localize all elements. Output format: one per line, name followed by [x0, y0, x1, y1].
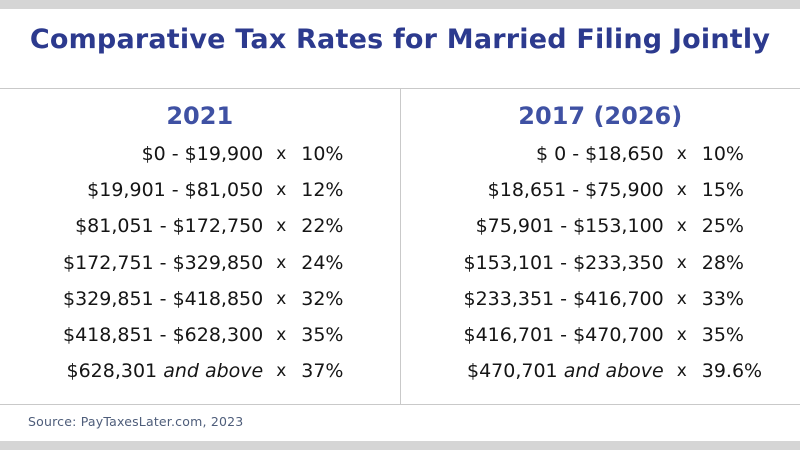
bracket-range: $75,901 - $153,100: [475, 215, 664, 238]
multiplier-sign: x: [276, 361, 287, 382]
bracket-range: $81,051 - $172,750: [75, 215, 264, 238]
multiplier-sign: x: [276, 252, 287, 273]
tax-rate: 24%: [301, 251, 344, 274]
bracket-range: $470,701 and above: [466, 360, 664, 383]
multiplier-sign: x: [676, 361, 687, 382]
column-2017-2026: 2017 (2026) $ 0 - $18,650 x 10% $18,651 - $…: [401, 89, 800, 404]
tax-rows-2017-2026: $ 0 - $18,650 x 10% $18,651 - $75,900 x 15% $7…: [401, 136, 800, 389]
bracket-range: $233,351 - $416,700: [463, 287, 664, 310]
tax-rate: 22%: [301, 215, 344, 238]
multiplier-sign: x: [276, 324, 287, 345]
multiplier-sign: x: [676, 288, 687, 309]
tax-rate: 15%: [701, 179, 744, 202]
multiplier-sign: x: [676, 252, 687, 273]
column-2021: 2021 $0 - $19,900 x 10% $19,901 - $81,050 x 1…: [0, 89, 400, 404]
multiplier-sign: x: [676, 216, 687, 237]
bottom-border-strip: [0, 441, 800, 450]
page-title: Comparative Tax Rates for Married Filing…: [29, 24, 771, 55]
bracket-range: $329,851 - $418,850: [62, 287, 264, 310]
multiplier-sign: x: [276, 144, 287, 164]
tax-rate: 25%: [701, 215, 744, 238]
column-header-2021: 2021: [166, 102, 234, 130]
tax-rate: 35%: [301, 323, 344, 346]
bracket-range: $19,901 - $81,050: [87, 179, 264, 202]
bracket-range: $153,101 - $233,350: [463, 251, 664, 274]
column-divider: [399, 89, 401, 404]
multiplier-sign: x: [276, 216, 287, 237]
tax-rate: 37%: [301, 360, 344, 383]
tax-rate: 39.6%: [701, 360, 763, 383]
tax-rows-2021: $0 - $19,900 x 10% $19,901 - $81,050 x 12% $81…: [0, 136, 400, 389]
tax-rate: 32%: [301, 287, 344, 310]
comparison-columns: 2021 $0 - $19,900 x 10% $19,901 - $81,050 x 1…: [0, 89, 800, 404]
tax-rate: 10%: [701, 143, 744, 165]
multiplier-sign: x: [676, 144, 687, 164]
multiplier-sign: x: [676, 324, 687, 345]
bracket-range: $ 0 - $18,650: [536, 143, 664, 165]
tax-rate: 10%: [301, 143, 344, 165]
tax-rate: 35%: [701, 323, 744, 346]
tax-rate: 12%: [301, 179, 344, 202]
bracket-range: $0 - $19,900: [141, 143, 264, 165]
tax-rate: 33%: [701, 287, 744, 310]
tax-rate: 28%: [701, 251, 744, 274]
top-border-strip: [0, 0, 800, 9]
source-note: Source: PayTaxesLater.com, 2023: [28, 414, 244, 429]
bracket-range: $628,301 and above: [66, 360, 264, 383]
bracket-range: $172,751 - $329,850: [62, 251, 264, 274]
multiplier-sign: x: [276, 180, 287, 201]
bracket-range: $18,651 - $75,900: [487, 179, 664, 202]
bracket-range: $418,851 - $628,300: [62, 323, 264, 346]
multiplier-sign: x: [676, 180, 687, 201]
title-divider: [0, 88, 800, 89]
column-header-2017-2026: 2017 (2026): [518, 102, 683, 130]
source-divider: [0, 404, 800, 405]
multiplier-sign: x: [276, 288, 287, 309]
bracket-range: $416,701 - $470,700: [463, 323, 664, 346]
